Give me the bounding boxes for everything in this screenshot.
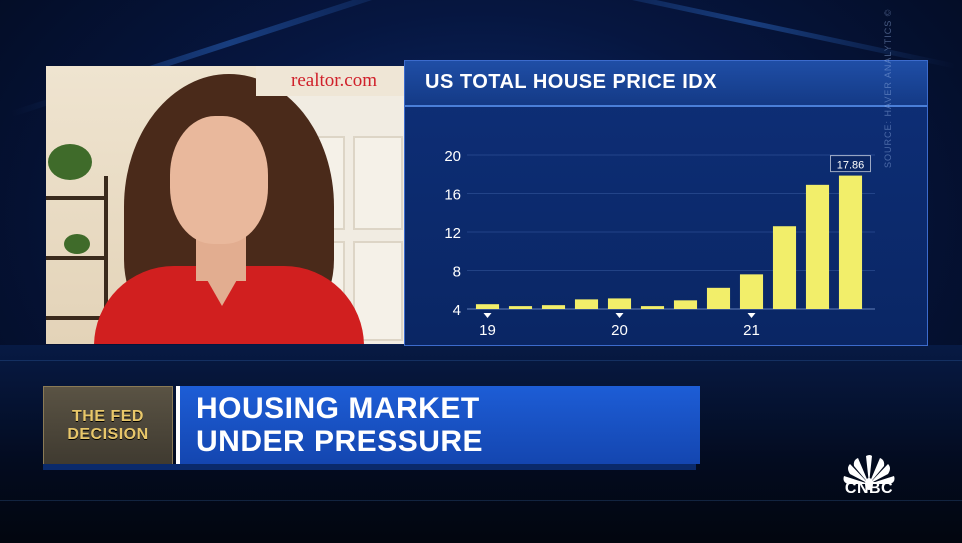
- chart-title: US TOTAL HOUSE PRICE IDX: [425, 71, 718, 93]
- person-face: [170, 116, 268, 244]
- y-tick-label: 4: [453, 302, 461, 319]
- bookshelf: [46, 176, 108, 344]
- headline-line-2: UNDER PRESSURE: [196, 425, 484, 458]
- bar: [838, 175, 863, 309]
- floor-line: [0, 360, 962, 361]
- bar-chart: 20 16 12 8 4 17.86 19 20 21: [444, 148, 875, 339]
- badge-line-1: THE FED: [72, 408, 144, 425]
- badge-line-2: DECISION: [67, 426, 149, 443]
- headline-line-1: HOUSING MARKET: [196, 392, 480, 425]
- chart-header: US TOTAL HOUSE PRICE IDX: [405, 61, 927, 107]
- realtor-logo: realtor.com: [291, 70, 377, 91]
- plant: [64, 234, 90, 254]
- y-tick-label: 16: [444, 187, 461, 204]
- data-label-box: [830, 155, 871, 173]
- x-tick-label: 20: [611, 322, 628, 339]
- chart-source: SOURCE: HAVER ANALYTICS ©: [883, 8, 893, 168]
- y-tick-label: 20: [444, 148, 461, 165]
- bar: [574, 299, 599, 309]
- bar: [739, 274, 764, 309]
- bar: [508, 306, 533, 309]
- bar: [475, 304, 500, 309]
- bar: [706, 287, 731, 309]
- floor-line: [0, 500, 962, 501]
- lower-third-strip: [43, 464, 696, 470]
- fed-decision-badge: THE FED DECISION: [43, 386, 173, 466]
- bar: [805, 184, 830, 309]
- network-name: CNBC: [844, 480, 894, 497]
- bar: [640, 306, 665, 309]
- bar: [673, 300, 698, 309]
- x-tick-marker: [483, 313, 492, 318]
- bar: [541, 305, 566, 309]
- x-tick-label: 21: [743, 322, 760, 339]
- y-tick-label: 8: [453, 264, 461, 281]
- x-tick-label: 19: [479, 322, 496, 339]
- person-neckline: [198, 264, 246, 306]
- headline: HOUSING MARKET UNDER PRESSURE: [196, 392, 483, 458]
- headline-bar: HOUSING MARKET UNDER PRESSURE: [176, 386, 700, 464]
- data-label: 17.86: [837, 160, 865, 172]
- logo-sign: realtor.com: [256, 66, 412, 96]
- chart-panel: US TOTAL HOUSE PRICE IDX 20 16 12 8 4 17.86 19…: [404, 60, 928, 346]
- guest-video: realtor.com: [46, 66, 412, 344]
- plant: [48, 144, 92, 180]
- bar: [772, 226, 797, 309]
- x-tick-marker: [615, 313, 624, 318]
- bar: [607, 298, 632, 309]
- x-tick-marker: [747, 313, 756, 318]
- peacock-icon: [843, 455, 895, 490]
- y-tick-label: 12: [444, 225, 461, 242]
